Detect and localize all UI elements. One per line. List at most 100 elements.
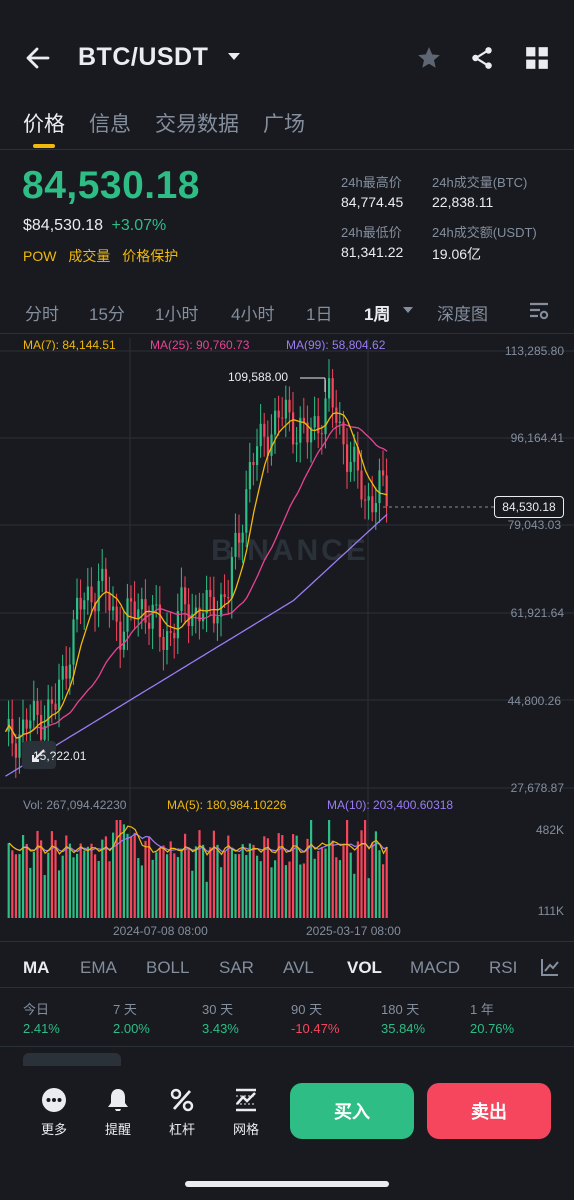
indicator-ma[interactable]: MA bbox=[23, 958, 50, 977]
alert-label: 提醒 bbox=[104, 1122, 131, 1137]
volume-bar bbox=[385, 846, 388, 918]
candle bbox=[356, 446, 359, 471]
volume-bar bbox=[68, 843, 71, 918]
pair-title[interactable]: BTC/USDT bbox=[78, 43, 209, 71]
interval-1w[interactable]: 1周 bbox=[364, 305, 391, 324]
volume-bar bbox=[148, 837, 151, 918]
volume-bar bbox=[119, 820, 122, 918]
volume-bar bbox=[29, 867, 32, 918]
period-value: 2.41% bbox=[23, 1021, 60, 1036]
indicator-sar[interactable]: SAR bbox=[219, 958, 254, 977]
vol-usdt-label: 24h成交额(USDT) bbox=[432, 225, 537, 240]
interval-time[interactable]: 分时 bbox=[25, 305, 59, 324]
star-icon[interactable] bbox=[416, 45, 442, 71]
arrow-left-icon[interactable] bbox=[24, 44, 52, 72]
volume-bar bbox=[130, 836, 133, 918]
candle bbox=[367, 496, 370, 501]
volume-bar bbox=[371, 842, 374, 918]
tag-pow[interactable]: POW bbox=[23, 248, 57, 264]
grid-icon[interactable] bbox=[524, 45, 550, 71]
candle bbox=[328, 378, 331, 399]
candle bbox=[306, 422, 309, 443]
interval-1h[interactable]: 1小时 bbox=[155, 305, 199, 324]
candle bbox=[151, 604, 154, 629]
candle bbox=[65, 666, 68, 679]
volume-bar bbox=[263, 836, 266, 918]
indicator-rsi[interactable]: RSI bbox=[489, 958, 518, 977]
chart-settings-icon[interactable] bbox=[527, 299, 551, 323]
candle bbox=[295, 442, 298, 445]
ma99-line bbox=[5, 513, 388, 777]
candle bbox=[270, 434, 273, 456]
price-chart[interactable]: BINANCE bbox=[0, 330, 574, 950]
volume-bar bbox=[76, 853, 79, 918]
candle bbox=[112, 606, 115, 611]
tag-price-protection[interactable]: 价格保护 bbox=[122, 248, 179, 264]
leverage-button[interactable]: 杠杆 bbox=[162, 1087, 202, 1138]
vol-btc-value: 22,838.11 bbox=[432, 194, 494, 210]
grid-trading-button[interactable]: 网格 bbox=[226, 1087, 266, 1138]
interval-15m[interactable]: 15分 bbox=[89, 305, 125, 324]
candle bbox=[144, 599, 147, 623]
volume-bar bbox=[101, 839, 104, 918]
buy-button[interactable]: 买入 bbox=[290, 1083, 414, 1139]
indicator-settings-icon[interactable] bbox=[540, 957, 560, 977]
volume-bar bbox=[284, 865, 287, 918]
indicator-avl[interactable]: AVL bbox=[283, 958, 314, 977]
volume-bar bbox=[58, 870, 61, 918]
interval-depth[interactable]: 深度图 bbox=[437, 305, 488, 324]
period-label: 30 天 bbox=[202, 1002, 234, 1017]
indicator-vol[interactable]: VOL bbox=[347, 958, 382, 977]
tag-volume[interactable]: 成交量 bbox=[68, 248, 111, 264]
tab-trading-data[interactable]: 交易数据 bbox=[155, 113, 239, 136]
interval-4h[interactable]: 4小时 bbox=[231, 305, 275, 324]
sell-button[interactable]: 卖出 bbox=[427, 1083, 551, 1139]
volume-bar bbox=[126, 833, 129, 918]
grid-trading-icon bbox=[236, 1088, 256, 1112]
tab-square[interactable]: 广场 bbox=[263, 113, 305, 136]
tab-price[interactable]: 价格 bbox=[23, 113, 65, 136]
candle bbox=[277, 410, 280, 418]
candle bbox=[108, 592, 111, 611]
volume-bar bbox=[374, 831, 377, 918]
volume-bar bbox=[248, 843, 251, 918]
caret-down-icon[interactable] bbox=[227, 52, 241, 62]
candle bbox=[284, 399, 287, 419]
candle bbox=[79, 597, 82, 610]
candle bbox=[346, 444, 349, 472]
candle bbox=[97, 580, 100, 612]
candle bbox=[317, 416, 320, 434]
more-label: 更多 bbox=[40, 1122, 67, 1137]
candle bbox=[90, 586, 93, 603]
tab-info[interactable]: 信息 bbox=[89, 113, 131, 136]
candle bbox=[169, 631, 172, 633]
share-icon[interactable] bbox=[469, 45, 495, 71]
candle bbox=[158, 604, 161, 637]
more-button[interactable]: 更多 bbox=[34, 1087, 74, 1138]
indicator-ema[interactable]: EMA bbox=[80, 958, 117, 977]
candle bbox=[50, 699, 53, 704]
candle bbox=[335, 407, 338, 423]
volume-bar bbox=[133, 832, 136, 918]
candle bbox=[205, 590, 208, 614]
candle bbox=[43, 725, 46, 740]
low-value: 81,341.22 bbox=[341, 244, 404, 260]
candle bbox=[263, 423, 266, 437]
candle bbox=[86, 586, 89, 601]
candle bbox=[173, 632, 176, 639]
alert-button[interactable]: 提醒 bbox=[98, 1087, 138, 1138]
candle bbox=[40, 714, 43, 740]
period-value: 20.76% bbox=[470, 1021, 515, 1036]
caret-down-icon[interactable] bbox=[403, 307, 413, 314]
ma7-legend: MA(7): 84,144.51 bbox=[23, 338, 116, 352]
indicator-macd[interactable]: MACD bbox=[410, 958, 461, 977]
home-indicator bbox=[185, 1181, 389, 1187]
indicator-boll[interactable]: BOLL bbox=[146, 958, 190, 977]
expand-icon[interactable] bbox=[22, 741, 56, 769]
volume-bar bbox=[43, 875, 46, 918]
ma25-line bbox=[4, 423, 388, 739]
interval-1d[interactable]: 1日 bbox=[306, 305, 333, 324]
volume-bar bbox=[90, 843, 93, 918]
candle bbox=[25, 719, 28, 729]
volume-bar bbox=[346, 820, 349, 918]
